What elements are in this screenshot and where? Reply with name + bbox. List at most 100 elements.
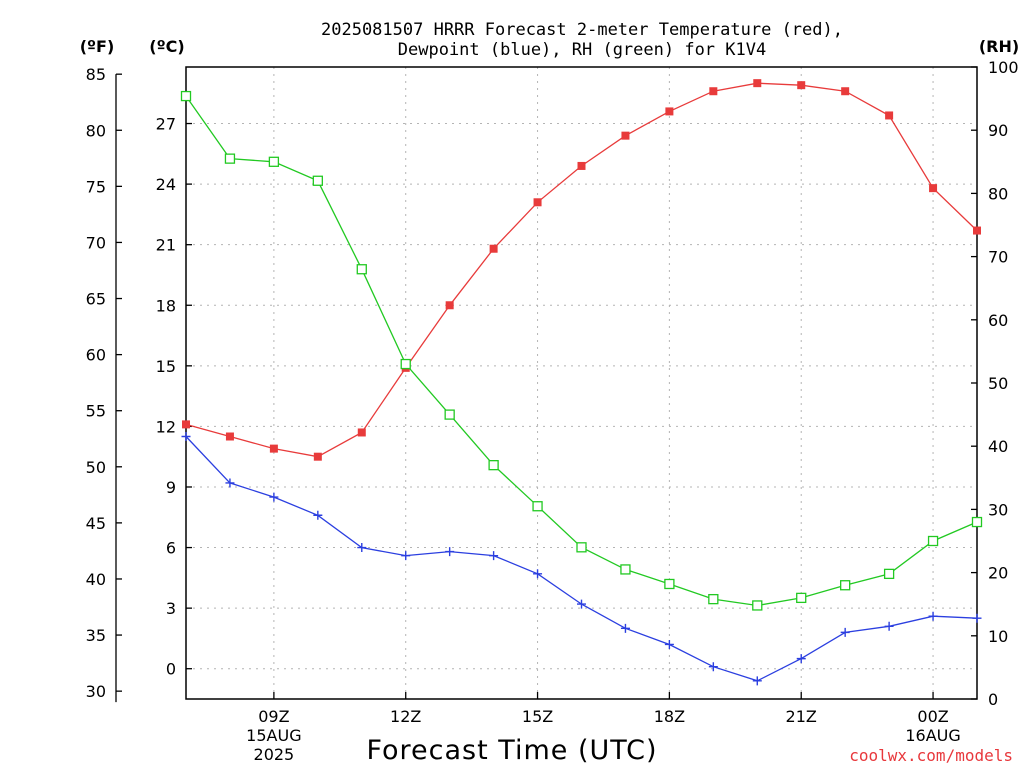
dewpoint-point [928, 611, 938, 621]
celsius-tick-label: 24 [156, 175, 176, 194]
celsius-tick-label: 0 [166, 660, 176, 679]
fahrenheit-tick-label: 75 [86, 177, 106, 196]
rh-point [444, 409, 455, 420]
dewpoint-point [752, 676, 762, 686]
temperature-point [665, 107, 674, 116]
dewpoint-point [181, 432, 191, 442]
dewpoint-point [489, 551, 499, 561]
data-series [180, 79, 983, 686]
rh-point [883, 568, 895, 580]
x-tick-label: 2025 [254, 745, 295, 764]
rh-point [400, 358, 411, 370]
rh-tick-label: 90 [988, 121, 1008, 140]
grid-lines [186, 67, 977, 699]
rh-point [224, 153, 236, 164]
axes: 30 35 40 45 50 55 60 65 70 75 80 85 0 3 6 9 12 15 18 21 24 27… [86, 58, 1019, 764]
celsius-tick-label: 9 [166, 478, 176, 497]
dewpoint-point [840, 627, 850, 637]
rh-point [927, 535, 939, 547]
rh-point [708, 593, 719, 605]
temperature-point [797, 81, 806, 90]
dewpoint-point [577, 599, 586, 609]
rh-tick-label: 10 [988, 627, 1008, 646]
temperature-line [185, 82, 978, 458]
temperature-point [182, 420, 190, 429]
rh-unit-label: (RH) [979, 37, 1019, 56]
temperature-point [929, 184, 938, 193]
dewpoint-point [533, 569, 543, 579]
rh-tick-label: 0 [988, 690, 998, 709]
x-tick-label: 12Z [390, 707, 421, 726]
rh-tick-label: 100 [988, 58, 1019, 77]
rh-point [268, 156, 280, 167]
dewpoint-point [884, 621, 894, 631]
fahrenheit-tick-label: 65 [86, 290, 106, 309]
dewpoint-point [445, 547, 455, 557]
rh-point [752, 600, 763, 611]
rh-tick-label: 80 [988, 184, 1008, 203]
x-tick-label: 09Z [258, 707, 289, 726]
x-tick-label: 21Z [786, 707, 817, 726]
dewpoint-point [269, 492, 279, 502]
x-tick-label: 00Z [917, 707, 948, 726]
fahrenheit-unit-label: (ºF) [80, 37, 115, 56]
rh-tick-label: 20 [988, 564, 1008, 583]
dewpoint-point [620, 623, 630, 633]
temperature-point [577, 161, 586, 170]
temperature-point [269, 444, 278, 453]
fahrenheit-tick-label: 85 [86, 65, 106, 84]
fahrenheit-tick-label: 45 [86, 514, 106, 533]
temperature-point [753, 79, 762, 88]
fahrenheit-tick-label: 55 [86, 402, 106, 421]
celsius-tick-label: 3 [166, 599, 176, 618]
temperature-point [533, 198, 542, 207]
rh-tick-label: 70 [988, 248, 1008, 267]
temperature-point [225, 432, 234, 441]
dewpoint-point [225, 478, 235, 488]
celsius-tick-label: 27 [156, 115, 176, 134]
temperature-point [709, 87, 718, 96]
chart-title-line2: Dewpoint (blue), RH (green) for K1V4 [398, 40, 766, 60]
dewpoint-point [972, 613, 982, 623]
fahrenheit-tick-label: 60 [86, 346, 106, 365]
dewpoint-line [185, 436, 978, 682]
temperature-point [445, 301, 454, 310]
dewpoint-point [357, 543, 367, 553]
dewpoint-point [708, 662, 718, 672]
rh-point [576, 542, 587, 553]
x-axis-label: Forecast Time (UTC) [366, 735, 657, 766]
rh-tick-label: 40 [988, 437, 1008, 456]
x-tick-label: 15Z [522, 707, 553, 726]
source-credit: coolwx.com/models [849, 746, 1013, 765]
celsius-tick-label: 21 [156, 236, 176, 255]
temperature-point [621, 131, 630, 140]
x-tick-label: 16AUG [905, 726, 960, 745]
rh-point [971, 516, 983, 528]
dewpoint-point [796, 654, 806, 664]
rh-point [620, 564, 631, 575]
rh-tick-label: 60 [988, 311, 1008, 330]
rh-tick-label: 50 [988, 374, 1008, 393]
fahrenheit-tick-label: 70 [86, 233, 106, 252]
celsius-tick-label: 6 [166, 539, 176, 558]
fahrenheit-tick-label: 35 [86, 626, 106, 645]
rh-point [664, 578, 675, 590]
rh-tick-label: 30 [988, 500, 1008, 519]
rh-line [185, 95, 978, 607]
celsius-tick-label: 12 [156, 417, 176, 436]
celsius-tick-label: 18 [156, 296, 176, 315]
rh-point [796, 592, 807, 604]
fahrenheit-tick-label: 50 [86, 458, 106, 477]
fahrenheit-tick-label: 40 [86, 570, 106, 589]
temperature-point [489, 244, 498, 253]
celsius-tick-label: 15 [156, 357, 176, 376]
rh-point [840, 580, 851, 591]
rh-point [532, 501, 543, 512]
celsius-unit-label: (ºC) [149, 37, 184, 56]
rh-point [180, 90, 192, 102]
rh-point [312, 175, 323, 186]
temperature-point [357, 428, 366, 437]
x-tick-label: 15AUG [246, 726, 301, 745]
dewpoint-point [313, 510, 323, 520]
temperature-point [313, 452, 322, 461]
